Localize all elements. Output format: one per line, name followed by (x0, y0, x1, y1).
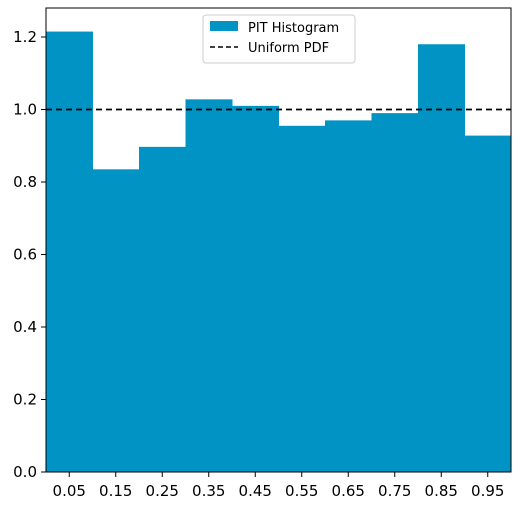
histogram-bar (92, 169, 140, 472)
histogram-bar (278, 125, 326, 472)
x-tick-label: 0.35 (192, 482, 225, 500)
y-tick-label: 0.8 (13, 173, 37, 191)
x-axis: 0.05 0.15 0.25 0.35 0.45 0.55 0.65 0.75 0.85 0.95 (53, 472, 504, 500)
x-tick-label: 0.65 (332, 482, 365, 500)
x-tick-label: 0.05 (53, 482, 86, 500)
legend-label-histogram: PIT Histogram (248, 21, 339, 36)
histogram-bar (185, 99, 233, 472)
x-tick-label: 0.45 (239, 482, 272, 500)
x-tick-label: 0.55 (285, 482, 318, 500)
x-tick-label: 0.95 (471, 482, 504, 500)
x-tick-label: 0.15 (99, 482, 132, 500)
x-tick-label: 0.25 (146, 482, 179, 500)
y-tick-label: 0.0 (13, 463, 37, 481)
x-tick-label: 0.75 (378, 482, 411, 500)
legend: PIT Histogram Uniform PDF (202, 14, 356, 64)
legend-label-uniform: Uniform PDF (248, 41, 329, 56)
y-tick-label: 0.4 (13, 318, 37, 336)
y-axis: 0.0 0.2 0.4 0.6 0.8 1.0 1.2 (13, 28, 46, 481)
histogram-bar (418, 44, 465, 472)
histogram-bar (464, 135, 512, 472)
histogram-bar (46, 31, 93, 472)
histogram-bar (325, 120, 372, 472)
histogram-bar (371, 113, 419, 472)
legend-box (202, 14, 356, 64)
y-tick-label: 0.2 (13, 391, 37, 409)
y-tick-label: 0.6 (13, 246, 37, 264)
x-tick-label: 0.85 (425, 482, 458, 500)
legend-swatch-histogram (210, 21, 238, 31)
plot-frame (45, 7, 512, 473)
y-tick-label: 1.0 (13, 101, 37, 119)
histogram-bar (139, 146, 186, 472)
y-tick-label: 1.2 (13, 28, 37, 46)
bars-group (46, 31, 512, 472)
histogram-bar (232, 105, 279, 472)
